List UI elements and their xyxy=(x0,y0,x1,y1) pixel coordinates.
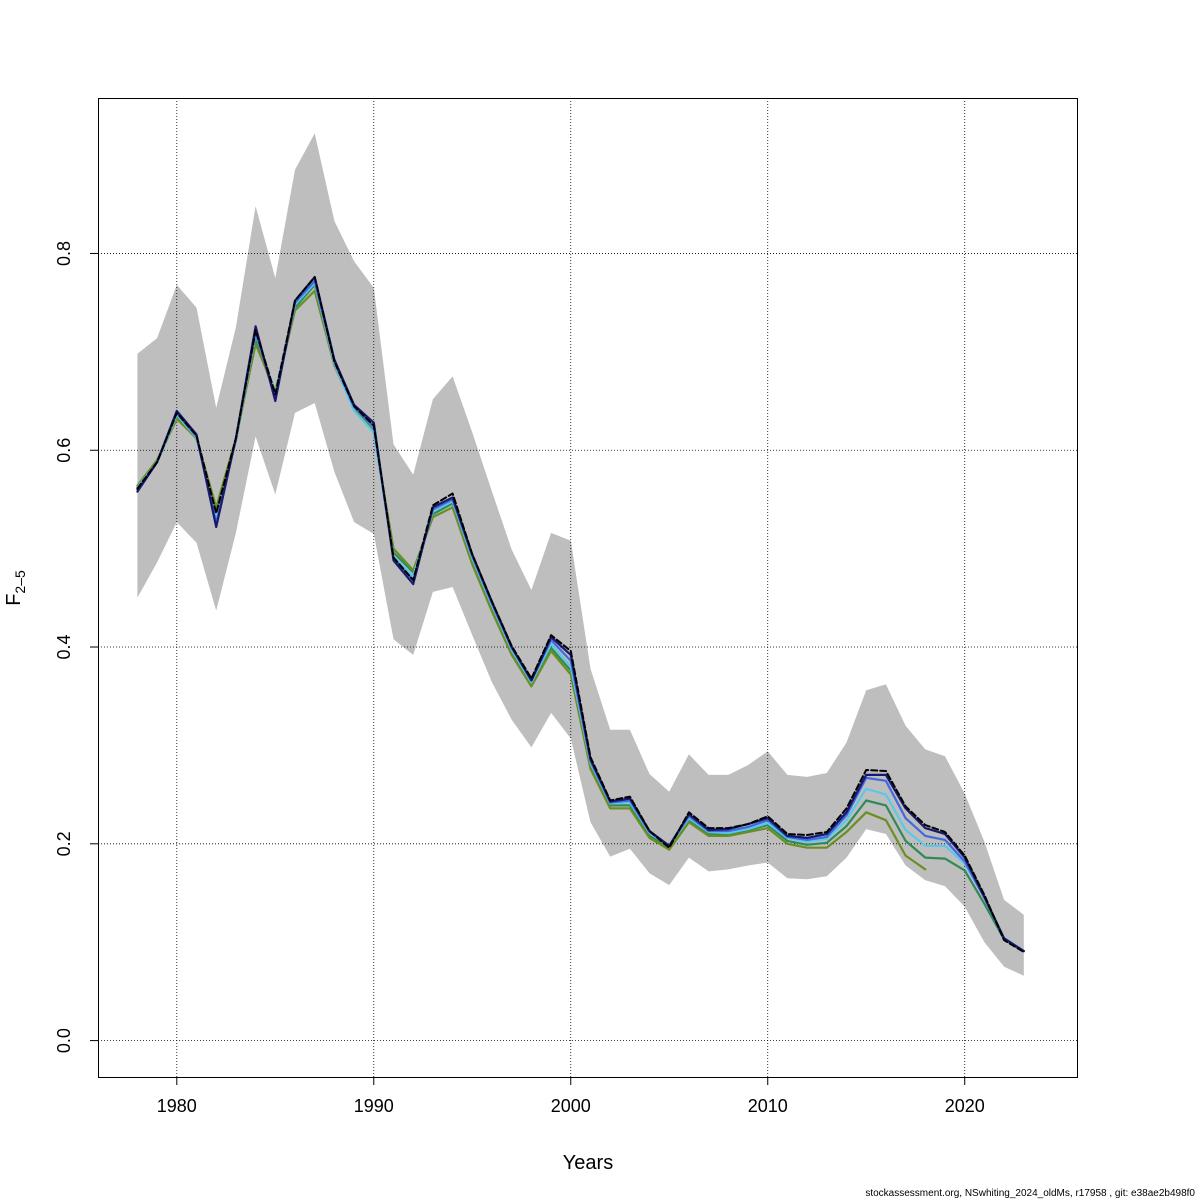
y-tick-label-0.4: 0.4 xyxy=(54,635,74,660)
x-tick-label-2020: 2020 xyxy=(945,1096,985,1116)
series-layer xyxy=(136,276,1025,953)
x-tick-label-1990: 1990 xyxy=(354,1096,394,1116)
y-tick-label-0.6: 0.6 xyxy=(54,438,74,463)
y-tick-label-0.8: 0.8 xyxy=(54,241,74,266)
x-tick-label-2010: 2010 xyxy=(748,1096,788,1116)
x-tick-label-2000: 2000 xyxy=(551,1096,591,1116)
y-tick-label-0.0: 0.0 xyxy=(54,1028,74,1053)
x-axis-title: Years xyxy=(563,1152,613,1174)
confidence-band xyxy=(137,133,1024,976)
y-axis-title-main: F xyxy=(3,594,25,606)
x-axis: 1980 1990 2000 2010 2020 xyxy=(157,1077,985,1116)
series-line-6 xyxy=(136,276,1025,953)
grid-layer xyxy=(98,98,1077,1077)
plot-frame xyxy=(98,98,1078,1078)
y-axis-title-subscript: 2–5 xyxy=(12,570,28,594)
footer-text: stockassessment.org, NSwhiting_2024_oldM… xyxy=(865,1188,1195,1199)
confidence-band-layer xyxy=(137,133,1024,976)
y-tick-label-0.2: 0.2 xyxy=(54,831,74,856)
y-axis-title: F2–5 xyxy=(3,570,28,606)
x-tick-label-1980: 1980 xyxy=(157,1096,197,1116)
y-axis: 0.0 0.2 0.4 0.6 0.8 xyxy=(54,241,98,1053)
